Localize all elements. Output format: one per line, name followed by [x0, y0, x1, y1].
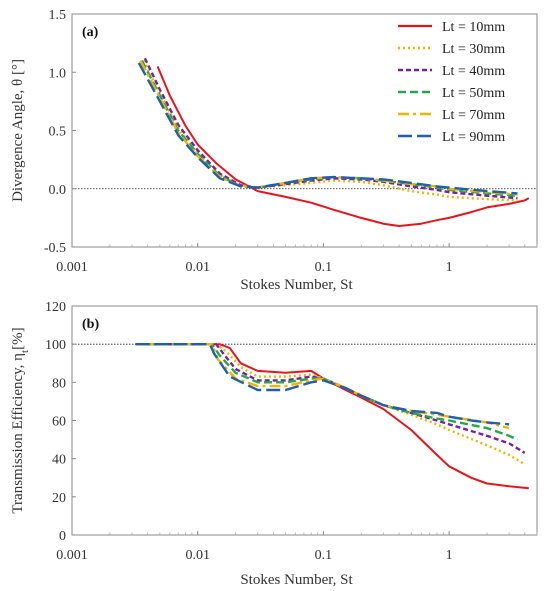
x-tick-label: 0.1	[315, 548, 333, 563]
y-axis-label-b-unit: [%]	[10, 327, 26, 350]
x-tick-label: 0.001	[56, 260, 88, 275]
legend-entry-label: Lt = 40mm	[442, 64, 505, 79]
y-tick-label: 20	[52, 491, 66, 506]
series-line-30mm	[135, 343, 526, 466]
series-line-70mm	[135, 343, 510, 430]
x-tick-label: 0.1	[315, 260, 333, 275]
y-tick-label: -0.5	[44, 241, 66, 256]
y-axis-label-a-text: Divergence Angle, θ [°]	[10, 59, 26, 202]
series-group-b	[135, 343, 529, 490]
y-tick-label: 0.0	[49, 183, 67, 198]
x-tick-label: 1	[446, 260, 453, 275]
x-tick-label: 0.01	[185, 260, 210, 275]
y-tick-label: 120	[45, 300, 66, 315]
y-axis-label-b-subscript: t	[19, 350, 31, 353]
ticks-a: -0.5 0.0 0.5 1.0 1.5 0.001 0.01 0.1 1	[44, 8, 538, 275]
series-line-50mm	[135, 343, 518, 441]
y-tick-label: 40	[52, 453, 66, 468]
y-axis-label-a: Divergence Angle, θ [°]	[10, 59, 26, 202]
ticks-b: 0 20 40 60 80 100 120 0.001 0.01 0.1 1	[45, 300, 538, 563]
series-line-90mm	[135, 343, 510, 426]
series-line-10mm	[135, 343, 529, 490]
y-tick-label: 0	[59, 529, 66, 544]
panel-b: 0 20 40 60 80 100 120 0.001 0.01 0.1 1 (b) Stokes …	[10, 300, 538, 588]
legend-entry-label: Lt = 30mm	[442, 42, 505, 57]
series-group-a	[137, 57, 530, 227]
x-tick-label: 0.001	[56, 548, 88, 563]
series-line-50mm	[140, 60, 518, 197]
y-axis-label-b-text: Transmission Efficiency, η	[10, 353, 26, 514]
y-tick-label: 100	[45, 338, 66, 353]
legend-entry-label: Lt = 10mm	[442, 20, 505, 35]
y-axis-label-b: Transmission Efficiency, ηt[%]	[10, 327, 31, 513]
series-line-10mm	[156, 66, 530, 227]
y-tick-label: 1.0	[49, 66, 67, 81]
y-tick-label: 80	[52, 376, 66, 391]
x-tick-label: 1	[446, 548, 453, 563]
series-line-90mm	[137, 62, 518, 195]
y-tick-label: 0.5	[49, 125, 67, 140]
panel-a: -0.5 0.0 0.5 1.0 1.5 0.001 0.01 0.1 1 (a) Stokes…	[10, 8, 538, 293]
series-line-40mm	[135, 343, 526, 454]
series-line-70mm	[139, 60, 518, 196]
legend: Lt = 10mm Lt = 30mm Lt = 40mm Lt = 50mm Lt =…	[398, 20, 505, 145]
y-tick-label: 60	[52, 415, 66, 430]
x-axis-label-b: Stokes Number, St	[240, 572, 353, 588]
x-tick-label: 0.01	[185, 548, 210, 563]
legend-entry-label: Lt = 70mm	[442, 108, 505, 123]
legend-entry-label: Lt = 90mm	[442, 130, 505, 145]
panel-label-b: (b)	[82, 317, 99, 332]
panel-label-a: (a)	[82, 25, 99, 40]
y-tick-label: 1.5	[49, 8, 67, 23]
legend-entry-label: Lt = 50mm	[442, 86, 505, 101]
x-axis-label-a: Stokes Number, St	[240, 277, 353, 293]
